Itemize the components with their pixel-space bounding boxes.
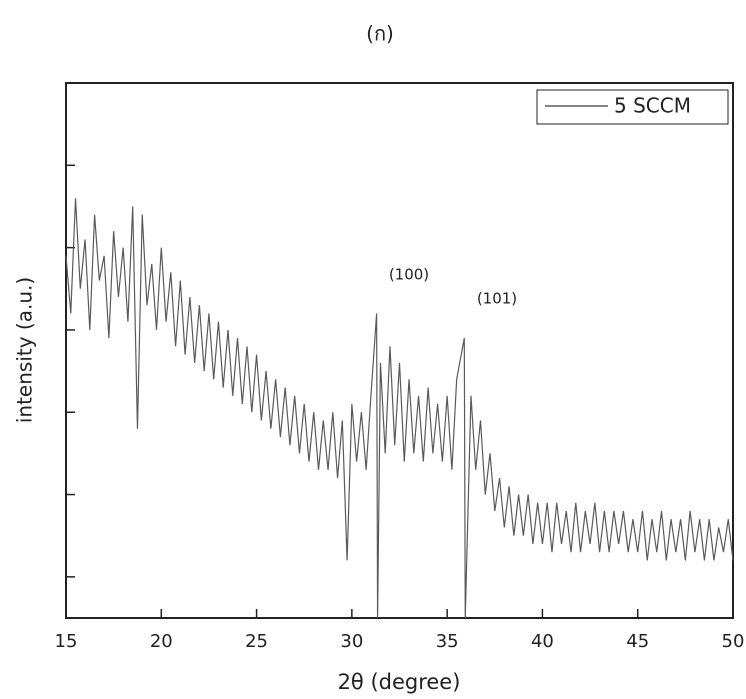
x-tick-label: 45 [626,631,649,652]
x-tick-label: 25 [245,631,268,652]
annotation: (101) [477,290,517,308]
x-tick-label: 35 [436,631,459,652]
x-tick-label: 20 [150,631,173,652]
legend-box [536,89,729,125]
x-tick-label: 40 [531,631,554,652]
y-axis-label: intensity (a.u.) [13,277,37,423]
legend-label: 5 SCCM [614,94,691,118]
x-tick-label: 15 [55,631,78,652]
data-line [65,198,734,619]
x-tick-label: 30 [340,631,363,652]
plot-frame [65,82,734,619]
x-tick-label: 50 [722,631,745,652]
annotation: (100) [389,266,429,284]
x-axis-label: 2θ (degree) [338,670,461,694]
chart-title: (ก) [366,22,394,46]
